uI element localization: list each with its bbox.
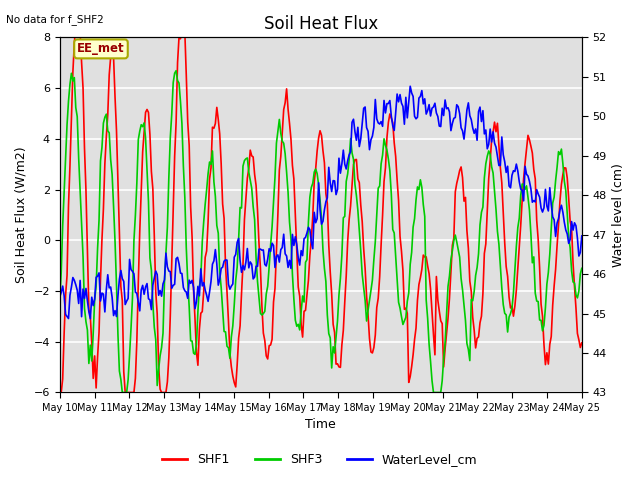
Legend: SHF1, SHF3, WaterLevel_cm: SHF1, SHF3, WaterLevel_cm: [157, 448, 483, 471]
Title: Soil Heat Flux: Soil Heat Flux: [264, 15, 378, 33]
Text: No data for f_SHF2: No data for f_SHF2: [6, 14, 104, 25]
Text: EE_met: EE_met: [77, 42, 125, 55]
X-axis label: Time: Time: [305, 419, 336, 432]
Y-axis label: Soil Heat Flux (W/m2): Soil Heat Flux (W/m2): [15, 146, 28, 283]
Y-axis label: Water level (cm): Water level (cm): [612, 163, 625, 267]
